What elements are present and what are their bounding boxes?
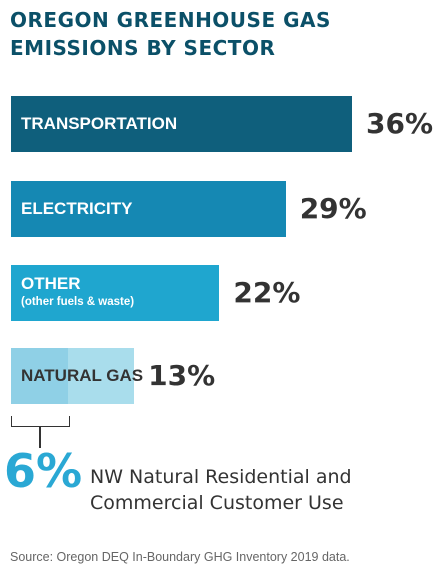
bar-value-label: 29%: [299, 192, 367, 225]
natural-gas-share-value: 6%: [4, 444, 83, 498]
natural-gas-share-description-line-2: Commercial Customer Use: [90, 492, 344, 514]
bar-value-label: 22%: [233, 276, 301, 309]
bar-natural-gas-customer-share: [11, 348, 68, 404]
natural-gas-bracket: [11, 416, 70, 427]
natural-gas-share-description-line-1: NW Natural Residential and: [90, 466, 352, 488]
bar-electricity: ELECTRICITY: [11, 181, 286, 237]
bar-transportation: TRANSPORTATION: [11, 96, 352, 152]
bracket-stem: [39, 426, 41, 448]
chart-title-line-1: OREGON GREENHOUSE GAS: [10, 8, 331, 32]
bar-value-label: 13%: [148, 359, 216, 392]
source-note: Source: Oregon DEQ In-Boundary GHG Inven…: [10, 550, 350, 564]
natural-gas-share-description: NW Natural Residential and Commercial Cu…: [90, 464, 352, 516]
bar-natural-gas: NATURAL GAS: [11, 348, 143, 404]
bar-sublabel: (other fuels & waste): [21, 296, 135, 308]
bar-other: OTHER (other fuels & waste): [11, 265, 220, 321]
bar-label: ELECTRICITY: [21, 199, 133, 218]
bar-label: OTHER: [21, 274, 81, 293]
bar-label: NATURAL GAS: [21, 366, 144, 385]
chart-title: OREGON GREENHOUSE GAS EMISSIONS BY SECTO…: [10, 6, 331, 62]
chart-title-line-2: EMISSIONS BY SECTOR: [10, 36, 276, 60]
bar-label: TRANSPORTATION: [21, 114, 178, 133]
bar-value-label: 36%: [366, 107, 434, 140]
